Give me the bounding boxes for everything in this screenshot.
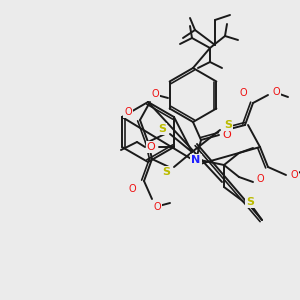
Text: S: S [162, 167, 170, 177]
Text: O: O [223, 130, 231, 140]
Text: O: O [256, 174, 264, 184]
Text: O: O [239, 88, 247, 98]
Text: N: N [191, 155, 201, 165]
Text: O: O [272, 87, 280, 97]
Text: O: O [124, 107, 132, 117]
Text: S: S [224, 120, 232, 130]
Text: O: O [151, 89, 159, 99]
Text: O: O [147, 142, 155, 152]
Text: S: S [158, 124, 166, 134]
Text: O: O [153, 202, 161, 212]
Text: O: O [290, 170, 298, 180]
Text: S: S [246, 197, 254, 207]
Text: O: O [128, 184, 136, 194]
